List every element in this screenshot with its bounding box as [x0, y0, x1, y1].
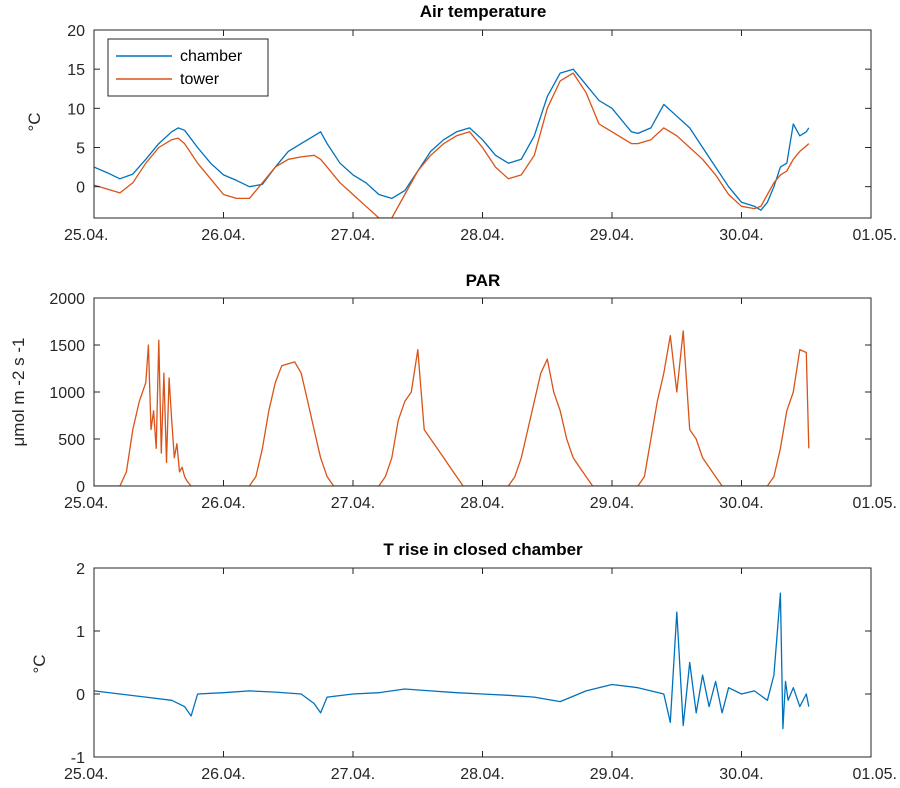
x-tick-label: 27.04. — [331, 766, 375, 783]
series-line-tower — [94, 72, 810, 218]
x-tick-label: 27.04. — [331, 227, 375, 244]
x-tick-label: 27.04. — [331, 495, 375, 512]
series-line-chamber — [94, 68, 810, 211]
series-line-series-0 — [94, 592, 810, 730]
x-tick-label: 01.05. — [853, 766, 897, 783]
y-tick-label: 1 — [76, 624, 85, 641]
t-rise-axes-box — [93, 567, 872, 758]
y-tick-label: 20 — [67, 23, 85, 40]
t-rise-panel: T rise in closed chamber °C 25.04. 26.04.… — [30, 540, 897, 783]
y-tick-label: 2000 — [49, 291, 85, 308]
legend: chamber tower — [107, 38, 269, 97]
x-tick-label: 30.04. — [719, 766, 763, 783]
par-series — [94, 330, 810, 486]
y-tick-label: 500 — [58, 432, 85, 449]
y-tick-label: 0 — [76, 180, 85, 197]
y-tick-label: 1500 — [49, 338, 85, 355]
legend-label-tower: tower — [180, 71, 220, 88]
x-tick-label: 26.04. — [201, 227, 245, 244]
air-temperature-panel: Air temperature °C 25.04. 26.04. 27.04. 28.… — [25, 2, 897, 244]
t-rise-title: T rise in closed chamber — [383, 540, 583, 559]
t-rise-ylabel: °C — [30, 654, 49, 673]
x-tick-label: 29.04. — [590, 495, 634, 512]
x-tick-label: 28.04. — [460, 766, 504, 783]
y-tick-label: 10 — [67, 101, 85, 118]
series-line-series-0 — [94, 330, 810, 486]
x-tick-label: 25.04. — [64, 495, 108, 512]
t-rise-ticks: 25.04. 26.04. 27.04. 28.04. 29.04. 30.04. 01.0… — [64, 561, 897, 783]
t-rise-series — [94, 592, 810, 730]
y-tick-label: 0 — [76, 687, 85, 704]
par-ticks: 25.04. 26.04. 27.04. 28.04. 29.04. 30.04. 01.0… — [49, 291, 897, 512]
air-temperature-series — [94, 68, 810, 218]
par-title: PAR — [466, 271, 501, 290]
x-tick-label: 26.04. — [201, 495, 245, 512]
par-axes-box — [93, 297, 872, 487]
x-tick-label: 28.04. — [460, 495, 504, 512]
y-tick-label: -1 — [71, 750, 85, 767]
x-tick-label: 30.04. — [719, 495, 763, 512]
legend-box — [107, 38, 269, 97]
x-tick-label: 29.04. — [590, 766, 634, 783]
air-temperature-title: Air temperature — [420, 2, 547, 21]
x-tick-label: 01.05. — [853, 495, 897, 512]
air-temperature-ylabel: °C — [25, 112, 44, 131]
x-tick-label: 26.04. — [201, 766, 245, 783]
x-tick-label: 01.05. — [853, 227, 897, 244]
y-tick-label: 1000 — [49, 385, 85, 402]
x-tick-label: 25.04. — [64, 766, 108, 783]
y-tick-label: 2 — [76, 561, 85, 578]
y-tick-label: 0 — [76, 479, 85, 496]
x-tick-label: 28.04. — [460, 227, 504, 244]
y-tick-label: 5 — [76, 141, 85, 158]
x-tick-label: 25.04. — [64, 227, 108, 244]
par-ylabel: μmol m -2 s -1 — [9, 338, 28, 447]
par-panel: PAR μmol m -2 s -1 25.04. 26.04. 27.04. 28.… — [9, 271, 897, 512]
air-temperature-ticks: 25.04. 26.04. 27.04. 28.04. 29.04. 30.04. 01.0… — [64, 23, 897, 244]
x-tick-label: 29.04. — [590, 227, 634, 244]
legend-label-chamber: chamber — [180, 48, 243, 65]
y-tick-label: 15 — [67, 62, 85, 79]
x-tick-label: 30.04. — [719, 227, 763, 244]
